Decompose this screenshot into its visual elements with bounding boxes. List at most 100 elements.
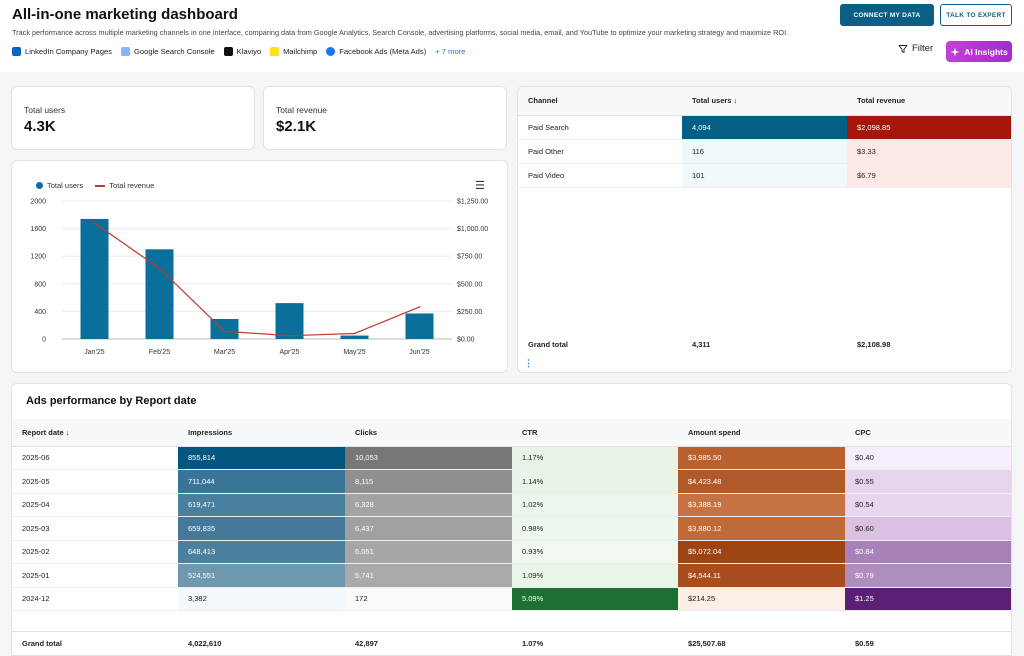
col-header-total-users[interactable]: Total users ↓ (682, 87, 847, 116)
source-klaviyo[interactable]: Klaviyo (223, 47, 261, 56)
col-header-ctr[interactable]: CTR (512, 419, 678, 447)
bar-total-users (275, 303, 304, 339)
cell-total-users: 4,094 (682, 115, 847, 140)
source-label: LinkedIn Company Pages (25, 47, 112, 56)
y-left-tick-label: 0 (42, 337, 46, 344)
table-row[interactable]: 2025-04 619,471 6,328 1.02% $3,388.19 $0.54 (12, 493, 1011, 517)
cell-total-revenue: $6.79 (847, 163, 1011, 188)
bar-total-users (145, 249, 174, 339)
cell-cpc: $0.40 (845, 446, 1011, 470)
source-label: Google Search Console (133, 47, 215, 56)
table-row[interactable]: Paid Other 116 $3.33 (518, 139, 1011, 164)
table-row[interactable]: 2025-01 524,551 5,741 1.09% $4,544.11 $0.79 (12, 563, 1011, 588)
cell-impressions: 3,382 (178, 587, 345, 611)
grand-total-ctr: 1.07% (522, 639, 544, 649)
table-row[interactable]: 2024-12 3,382 172 5.09% $214.25 $1.25 (12, 587, 1011, 611)
grand-total-clicks: 42,897 (355, 639, 378, 649)
cell-amount-spend: $5,072.04 (678, 540, 845, 564)
table-row[interactable]: Paid Video 101 $6.79 (518, 163, 1011, 188)
point-total-revenue (288, 334, 291, 337)
kpi-value: $2.1K (276, 118, 317, 135)
cell-amount-spend: $4,544.11 (678, 563, 845, 588)
source-google-search-console[interactable]: Google Search Console (120, 47, 215, 56)
source-mailchimp[interactable]: Mailchimp (270, 47, 317, 56)
col-header-total-revenue[interactable]: Total revenue (847, 87, 1011, 116)
y-right-tick-label: $1,250.00 (457, 199, 488, 206)
cell-total-users: 101 (682, 163, 847, 188)
cell-clicks: 172 (345, 587, 512, 611)
filter-button[interactable]: Filter (898, 43, 933, 54)
table-options-icon[interactable]: ⋮ (524, 358, 533, 368)
combo-chart: 0 400 800 1200 1600 2000 $0.00 $250.00 $500.00 $7… (30, 199, 488, 357)
cell-impressions: 659,835 (178, 516, 345, 541)
y-right-tick-label: $750.00 (457, 254, 482, 261)
dashboard-header: All-in-one marketing dashboard Track per… (0, 0, 1024, 72)
y-left-tick-label: 1600 (30, 226, 46, 233)
cell-impressions: 648,413 (178, 540, 345, 564)
facebook-icon (326, 47, 336, 56)
cell-impressions: 855,814 (178, 446, 345, 470)
point-total-revenue (418, 306, 421, 308)
cell-amount-spend: $3,388.19 (678, 493, 845, 517)
point-total-revenue (93, 222, 96, 224)
table-row[interactable]: 2025-05 711,044 8,115 1.14% $4,423.48 $0.55 (12, 469, 1011, 494)
legend-dot (36, 182, 43, 189)
cell-amount-spend: $214.25 (678, 587, 845, 611)
y-left-tick-label: 400 (34, 309, 46, 316)
cell-clicks: 6,328 (345, 493, 512, 517)
talk-to-expert-button[interactable]: TALK TO EXPERT (940, 4, 1012, 26)
cell-cpc: $0.54 (845, 493, 1011, 517)
x-tick-label: Apr'25 (279, 349, 299, 356)
connect-my-data-button[interactable]: CONNECT MY DATA (840, 4, 934, 26)
cell-report-date: 2025-03 (12, 516, 178, 541)
cell-impressions: 524,551 (178, 563, 345, 588)
kpi-card-total-users: Total users 4.3K (11, 86, 255, 150)
source-facebook-ads[interactable]: Facebook Ads (Meta Ads) (326, 47, 426, 56)
grand-total-spend: $25,507.68 (688, 639, 726, 649)
page-subtitle: Track performance across multiple market… (12, 28, 789, 37)
y-left-tick-label: 2000 (30, 199, 46, 206)
col-header-report-date[interactable]: Report date ↓ (12, 419, 178, 447)
point-total-revenue (353, 332, 356, 335)
chart-menu-icon[interactable]: ☰ (475, 180, 485, 192)
cell-report-date: 2024-12 (12, 587, 178, 611)
ads-performance-card: Ads performance by Report date Report da… (11, 383, 1012, 656)
ads-table: Report date ↓ Impressions Clicks CTR Amo… (12, 419, 1011, 611)
ads-table-title: Ads performance by Report date (26, 395, 197, 407)
col-header-channel[interactable]: Channel (518, 87, 682, 116)
sparkle-icon (950, 47, 960, 56)
more-sources-link[interactable]: + 7 more (435, 47, 466, 56)
grand-total-label: Grand total (528, 339, 569, 349)
kpi-card-total-revenue: Total revenue $2.1K (263, 86, 507, 150)
col-header-clicks[interactable]: Clicks (345, 419, 512, 447)
legend-total-users[interactable]: Total users (36, 181, 83, 190)
point-total-revenue (223, 330, 226, 333)
ai-insights-button[interactable]: AI Insights (946, 41, 1012, 62)
line-total-revenue (94, 222, 420, 337)
table-row[interactable]: 2025-06 855,814 10,053 1.17% $3,985.50 $0.40 (12, 446, 1011, 470)
table-row[interactable]: Paid Search 4,094 $2,098.85 (518, 115, 1011, 140)
x-tick-label: Mar'25 (214, 349, 235, 356)
y-right-tick-label: $1,000.00 (457, 226, 488, 233)
point-total-revenue (158, 267, 161, 270)
cell-amount-spend: $4,423.48 (678, 469, 845, 494)
bar-total-users (405, 313, 434, 339)
y-right-tick-label: $500.00 (457, 281, 482, 288)
col-header-cpc[interactable]: CPC (845, 419, 1011, 447)
table-row[interactable]: 2025-03 659,835 6,437 0.98% $3,880.12 $0.60 (12, 516, 1011, 541)
legend-total-revenue[interactable]: Total revenue (95, 181, 154, 190)
table-row[interactable]: 2025-02 648,413 6,051 0.93% $5,072.04 $0.84 (12, 540, 1011, 564)
cell-channel: Paid Video (518, 163, 682, 188)
cell-ctr: 1.14% (512, 469, 678, 494)
grand-total-cpc: $0.59 (855, 639, 874, 649)
cell-cpc: $0.79 (845, 563, 1011, 588)
chart-legend: Total users Total revenue (36, 181, 154, 190)
source-linkedin[interactable]: LinkedIn Company Pages (12, 47, 112, 56)
x-tick-label: Feb'25 (149, 349, 170, 356)
linkedin-icon (12, 47, 21, 56)
kpi-value: 4.3K (24, 118, 56, 135)
col-header-impressions[interactable]: Impressions (178, 419, 345, 447)
cell-ctr: 0.93% (512, 540, 678, 564)
col-header-amount-spend[interactable]: Amount spend (678, 419, 845, 447)
cell-report-date: 2025-02 (12, 540, 178, 564)
